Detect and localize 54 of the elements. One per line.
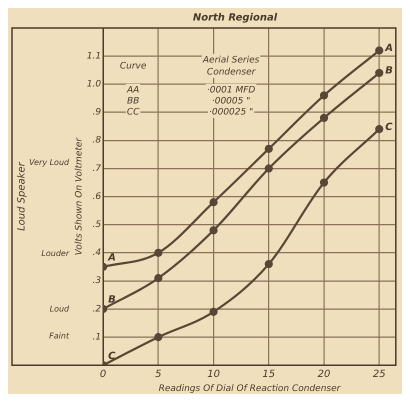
annotation: AA <box>126 85 140 96</box>
point <box>209 308 218 316</box>
series-label: A <box>107 252 116 264</box>
y-tick-label: 1.1 <box>86 51 102 62</box>
point <box>209 198 218 206</box>
annotation: ·000025 " <box>209 107 254 118</box>
annotation: Aerial Series Condenser <box>202 55 260 78</box>
point <box>264 164 273 173</box>
point <box>375 46 384 55</box>
x-tick-label: 20 <box>318 368 330 380</box>
point <box>375 125 384 134</box>
x-tick-label: 10 <box>207 368 220 380</box>
annotation: ·0001 MFD <box>206 85 256 96</box>
y-tick-label: .1 <box>92 332 102 342</box>
point <box>154 248 162 257</box>
x-axis-title: Readings Of Dial Of Reaction Condenser <box>158 384 342 394</box>
y-tick-label: .5 <box>92 220 102 230</box>
text: A <box>385 43 393 54</box>
annotation: Curve <box>120 61 147 72</box>
point <box>154 274 162 282</box>
annotation: ·00005 " <box>212 96 250 106</box>
text: C <box>385 122 393 133</box>
y-tick-label: .4 <box>92 248 102 258</box>
text: B <box>385 66 393 77</box>
series-label: C <box>108 350 116 362</box>
text: Loud <box>50 304 70 314</box>
y-tick-label: 1.0 <box>86 80 102 90</box>
point <box>375 68 384 78</box>
y-tick-label: .9 <box>92 108 102 118</box>
text: Louder <box>41 249 70 258</box>
point <box>264 260 273 268</box>
point <box>154 333 162 342</box>
text: Faint <box>49 332 70 341</box>
point <box>320 114 328 122</box>
text: Very Loud <box>29 158 70 167</box>
point <box>209 226 218 234</box>
point <box>264 144 273 153</box>
y-tick-label: .8 <box>92 136 102 146</box>
x-tick-label: 0 <box>100 368 106 380</box>
y-axis-title: Volts Shown On Voltmeter <box>74 136 85 256</box>
annotation: CC <box>126 107 140 118</box>
text: Loud Speaker <box>16 161 28 231</box>
y-tick-label: .6 <box>92 192 102 202</box>
annotation: BB <box>126 96 140 106</box>
x-tick-label: 5 <box>155 368 162 380</box>
point <box>320 91 328 100</box>
series-label: B <box>108 294 116 306</box>
point <box>320 178 328 187</box>
y-tick-label: .3 <box>92 276 102 286</box>
x-tick-label: 15 <box>262 368 276 380</box>
y-tick-label: .7 <box>92 164 102 174</box>
y-tick-label: .2 <box>92 304 102 314</box>
x-tick-label: 25 <box>372 368 386 380</box>
chart-title: North Regional <box>192 12 278 24</box>
